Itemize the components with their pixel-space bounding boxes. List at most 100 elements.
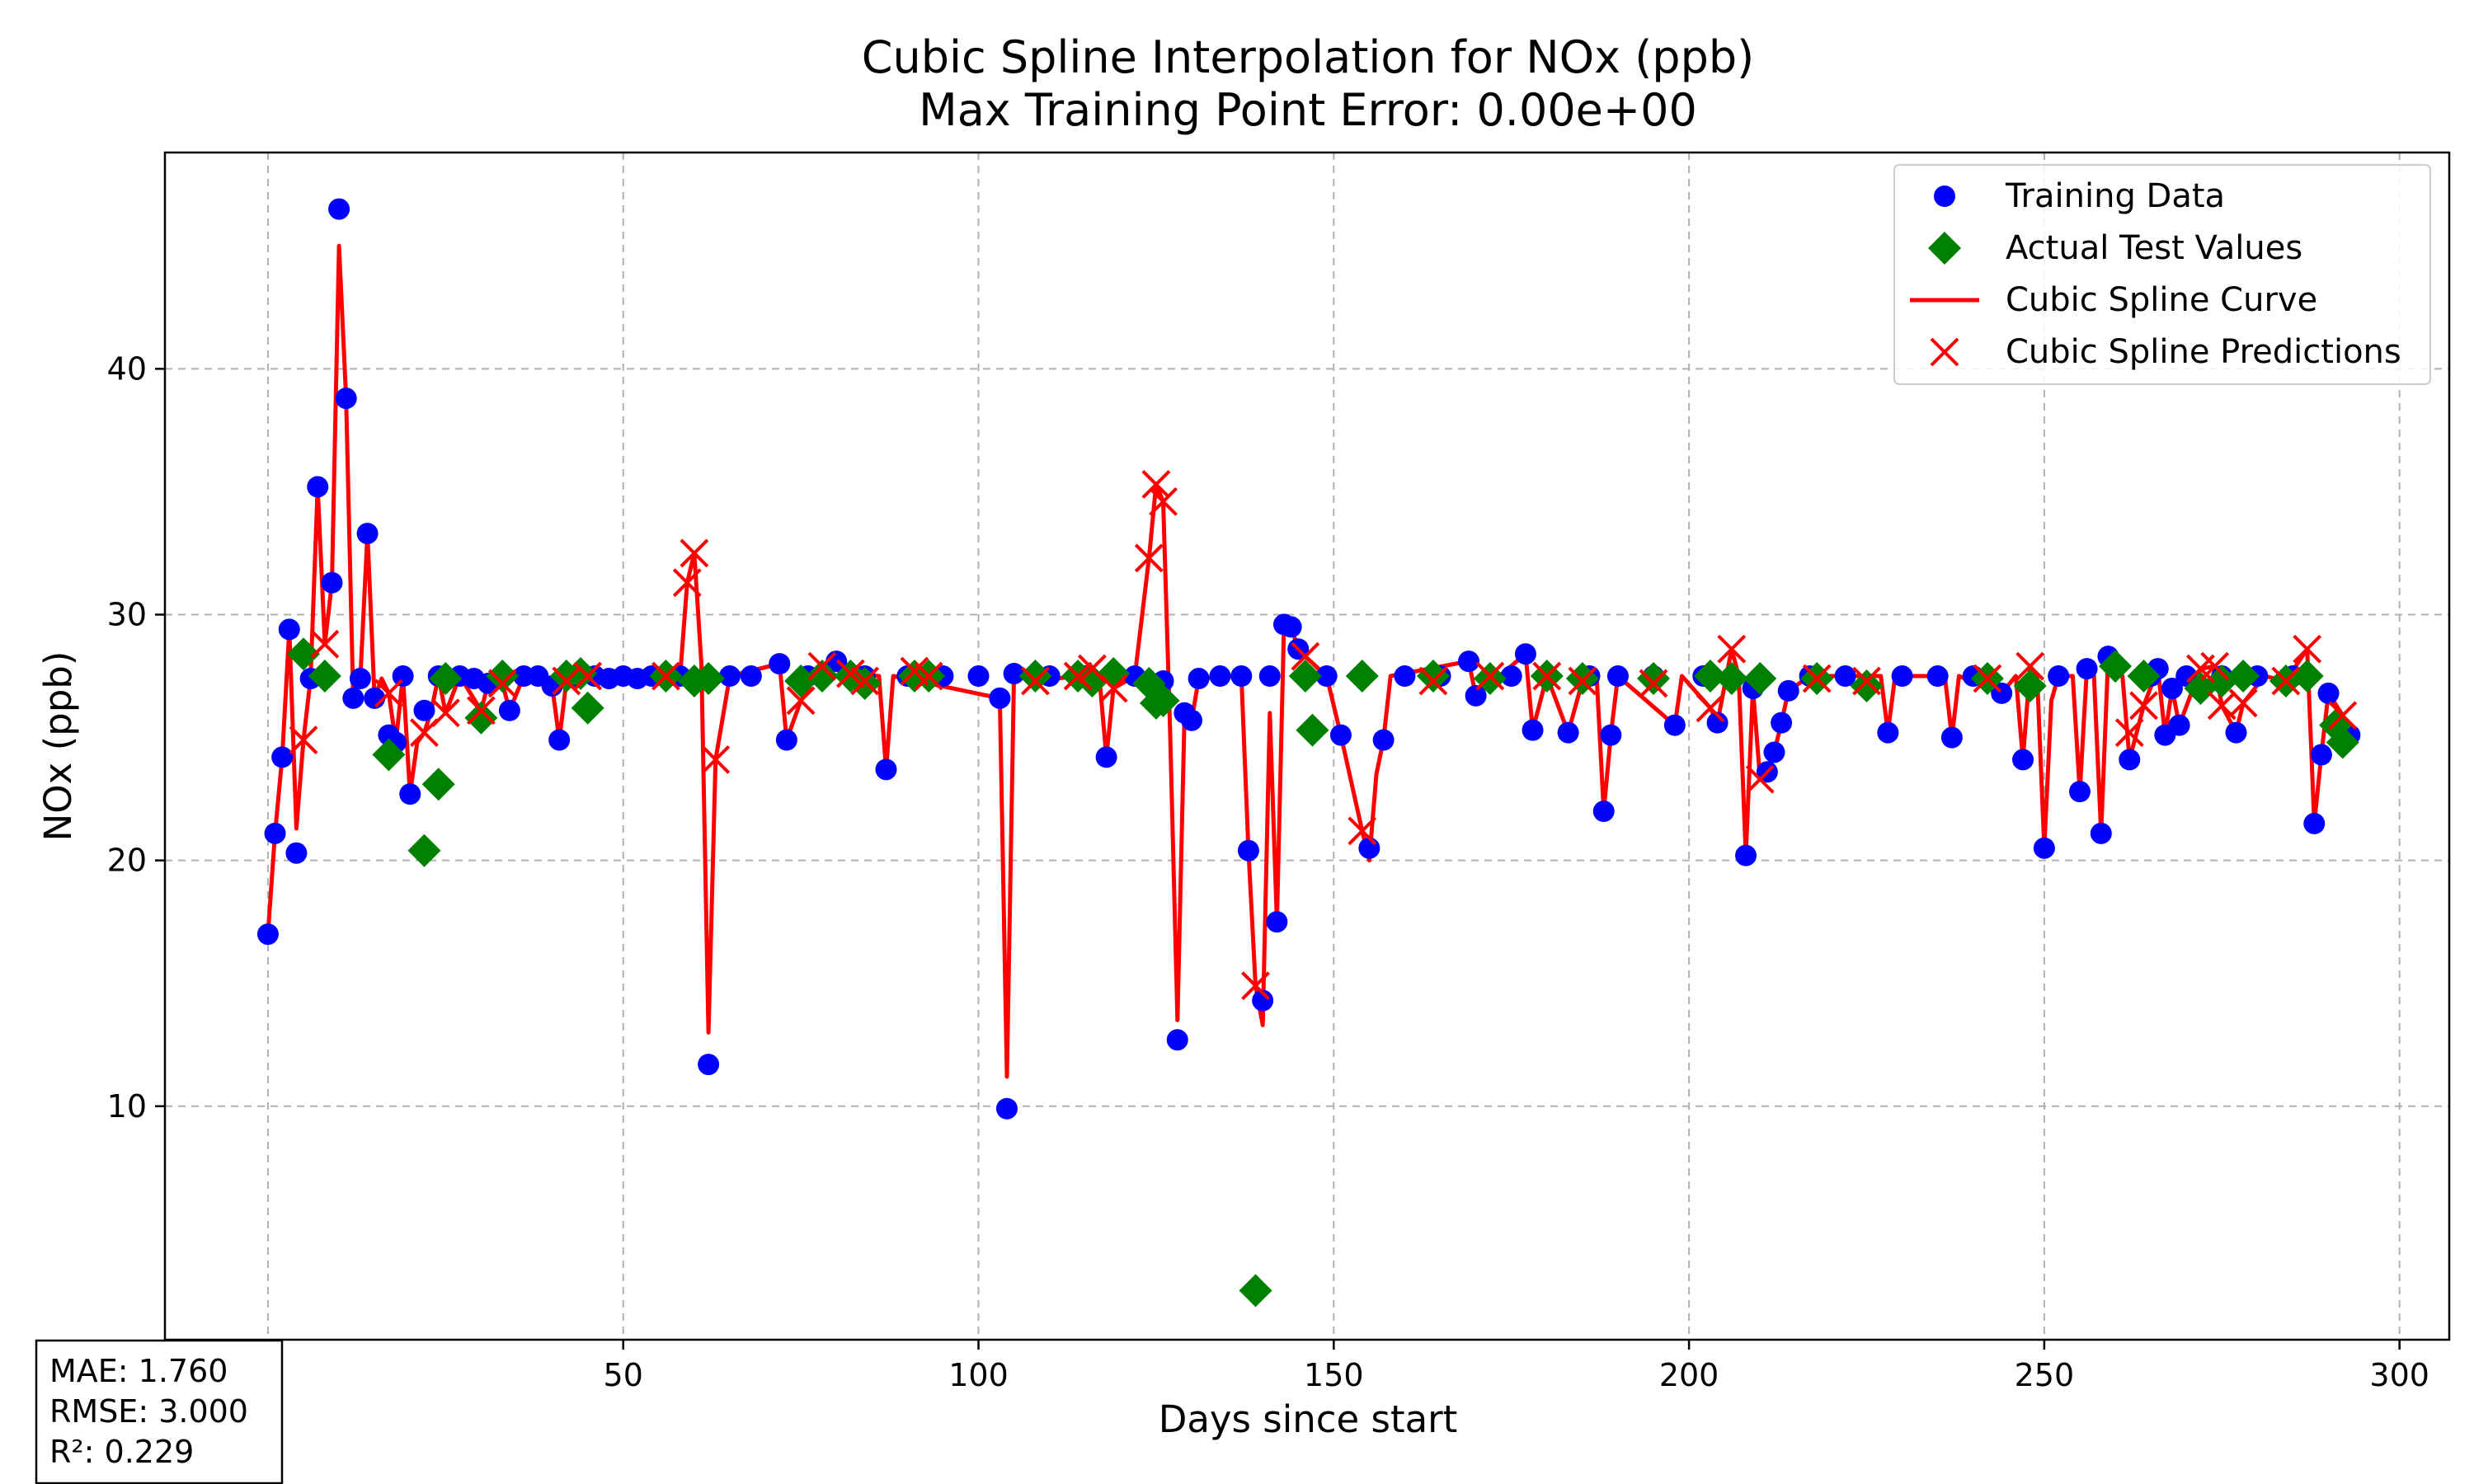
prediction-point: [2015, 651, 2045, 681]
prediction-point: [1852, 666, 1881, 696]
prediction-point: [1098, 674, 1128, 703]
y-axis-label: NOx (ppb): [36, 651, 80, 842]
test-value-point: [2127, 660, 2161, 693]
training-point: [1834, 665, 1856, 688]
training-point: [989, 687, 1011, 709]
training-point: [1394, 665, 1416, 688]
legend-box: [1893, 164, 2431, 385]
prediction-point: [701, 744, 731, 774]
training-point: [698, 1054, 720, 1076]
training-point: [1663, 714, 1686, 736]
test-value-point: [1296, 713, 1329, 747]
prediction-x-stroke: [552, 666, 581, 696]
mae-text: MAE: 1.760: [49, 1353, 228, 1389]
prediction-point: [466, 696, 496, 726]
prediction-x-stroke: [1639, 669, 1668, 698]
prediction-x-stroke: [1802, 664, 1832, 693]
training-point: [1329, 724, 1352, 746]
prediction-point: [1241, 971, 1270, 1001]
training-point: [278, 618, 300, 641]
training-point: [1926, 665, 1949, 688]
training-point: [1763, 741, 1785, 763]
prediction-point: [1418, 666, 1448, 696]
prediction-x-stroke: [1348, 816, 1377, 846]
training-point: [2068, 781, 2091, 803]
prediction-point: [1973, 664, 2002, 693]
prediction-x-stroke: [1745, 764, 1775, 794]
training-point: [1735, 844, 1757, 866]
legend-label: Actual Test Values: [2006, 229, 2302, 267]
legend-marker-diamond: [1928, 232, 1961, 265]
training-point: [399, 783, 421, 805]
legend-marker-circle: [1934, 186, 1955, 207]
test-value-point: [692, 662, 726, 696]
prediction-point: [487, 669, 517, 698]
training-point: [498, 699, 520, 721]
prediction-point: [1532, 661, 1562, 691]
prediction-x-stroke: [1098, 674, 1128, 703]
test-value-point: [1637, 662, 1671, 696]
training-point: [2012, 749, 2034, 771]
prediction-point: [2328, 701, 2358, 730]
prediction-x-stroke: [1696, 693, 1725, 723]
prediction-x-stroke: [1134, 543, 1164, 573]
rmse-text: RMSE: 3.000: [49, 1393, 248, 1430]
test-value-point: [2013, 669, 2047, 702]
training-point: [356, 523, 379, 545]
test-value-point: [848, 666, 882, 700]
legend: Training Data Actual Test Values Cubic Spl…: [1893, 164, 2431, 385]
training-point: [349, 668, 371, 690]
test-value-point: [308, 660, 341, 693]
prediction-x-stroke: [672, 568, 702, 598]
training-point: [307, 476, 329, 498]
training-point: [2048, 665, 2070, 688]
prediction-x-stroke: [2293, 634, 2322, 664]
training-point: [1252, 989, 1274, 1012]
prediction-x-stroke: [836, 659, 865, 688]
legend-item: Training Data: [1934, 177, 2225, 215]
x-tick-label: 100: [948, 1357, 1009, 1393]
prediction-point: [1745, 764, 1775, 794]
prediction-x-stroke: [1852, 666, 1881, 696]
training-point: [1230, 665, 1253, 688]
training-point: [1877, 721, 1899, 744]
test-value-point: [1018, 660, 1052, 693]
training-point: [1600, 724, 1622, 746]
training-point: [2168, 714, 2190, 736]
prediction-point: [1696, 693, 1725, 723]
prediction-x-stroke: [701, 744, 731, 774]
prediction-x-stroke: [1973, 664, 2002, 693]
prediction-x-stroke: [2129, 691, 2158, 721]
prediction-point: [374, 679, 403, 708]
y-tick-label: 40: [107, 350, 147, 387]
training-point: [1358, 837, 1380, 859]
legend-label: Cubic Spline Predictions: [2006, 333, 2401, 371]
prediction-x-stroke: [1077, 654, 1107, 683]
prediction-x-stroke: [374, 679, 403, 708]
test-value-point: [1565, 662, 1599, 696]
prediction-point: [1134, 543, 1164, 573]
training-point: [1266, 911, 1288, 933]
prediction-x-stroke: [1475, 661, 1505, 691]
prediction-x-stroke: [1021, 666, 1050, 696]
training-point: [1606, 665, 1629, 688]
prediction-x-stroke: [1532, 661, 1562, 691]
training-point: [718, 665, 741, 688]
training-point: [1315, 665, 1338, 688]
legend-label: Training Data: [2005, 177, 2225, 215]
y-axis-ticks: 10 20 30 40: [107, 350, 165, 1125]
metrics-frame: [35, 1339, 284, 1484]
training-point: [1771, 711, 1793, 734]
test-value-point: [421, 768, 455, 801]
test-value-point: [571, 691, 604, 725]
training-point: [2310, 744, 2332, 766]
training-point: [775, 729, 797, 751]
test-value-point: [1714, 662, 1748, 696]
prediction-point: [1802, 664, 1832, 693]
test-value-point: [2326, 726, 2359, 759]
training-point: [1166, 1029, 1188, 1051]
prediction-point: [2228, 688, 2258, 718]
training-point: [2317, 682, 2340, 704]
prediction-x-stroke: [2200, 651, 2230, 681]
